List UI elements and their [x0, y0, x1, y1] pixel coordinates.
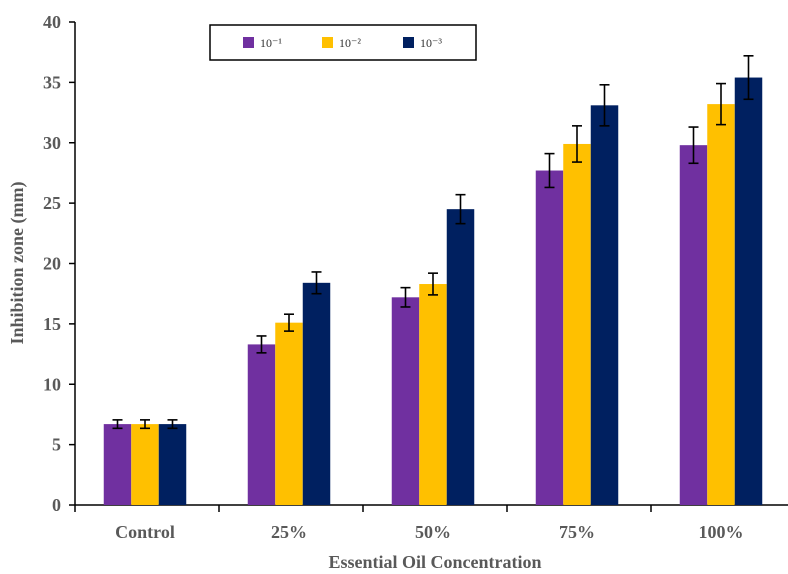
y-axis-label: Inhibition zone (mm): [7, 181, 28, 344]
bar: [563, 143, 591, 505]
y-tick-label: 10: [43, 374, 61, 394]
bar: [734, 77, 763, 506]
x-tick-label: Control: [115, 522, 175, 542]
x-tick-label: 100%: [699, 522, 744, 542]
legend-swatch: [322, 37, 333, 48]
bar: [131, 424, 159, 505]
legend-swatch: [403, 37, 414, 48]
y-tick-label: 40: [43, 12, 61, 32]
bar: [419, 284, 447, 505]
legend-box: [209, 24, 477, 61]
y-tick-label: 15: [43, 314, 61, 334]
bar: [707, 104, 735, 506]
y-tick-label: 25: [43, 193, 61, 213]
bar: [275, 322, 303, 505]
legend-label: 10⁻¹: [260, 36, 282, 50]
y-tick-label: 20: [43, 254, 61, 274]
bar: [590, 105, 619, 505]
y-tick-label: 30: [43, 133, 61, 153]
y-axis: 0 5 10 15 20 25 30 35 40: [43, 12, 76, 515]
bar: [391, 297, 420, 505]
x-axis-label: Essential Oil Concentration: [328, 552, 541, 572]
y-tick-label: 35: [43, 72, 61, 92]
bars: [103, 77, 763, 506]
legend-label: 10⁻²: [339, 36, 361, 50]
bar: [446, 209, 475, 505]
bar: [679, 145, 708, 506]
legend: 10⁻¹ 10⁻² 10⁻³: [209, 24, 477, 61]
bar: [158, 424, 187, 505]
x-tick-label: 25%: [271, 522, 307, 542]
legend-swatch: [243, 37, 254, 48]
bar: [535, 170, 564, 505]
error-bars: [112, 55, 754, 430]
bar: [103, 424, 132, 505]
bar: [247, 344, 276, 505]
y-tick-label: 5: [52, 435, 61, 455]
x-axis: Control 25% 50% 75% 100%: [74, 504, 788, 542]
x-tick-label: 50%: [415, 522, 451, 542]
legend-label: 10⁻³: [420, 36, 442, 50]
y-tick-label: 0: [52, 495, 61, 515]
bar: [302, 282, 331, 505]
x-tick-label: 75%: [559, 522, 595, 542]
